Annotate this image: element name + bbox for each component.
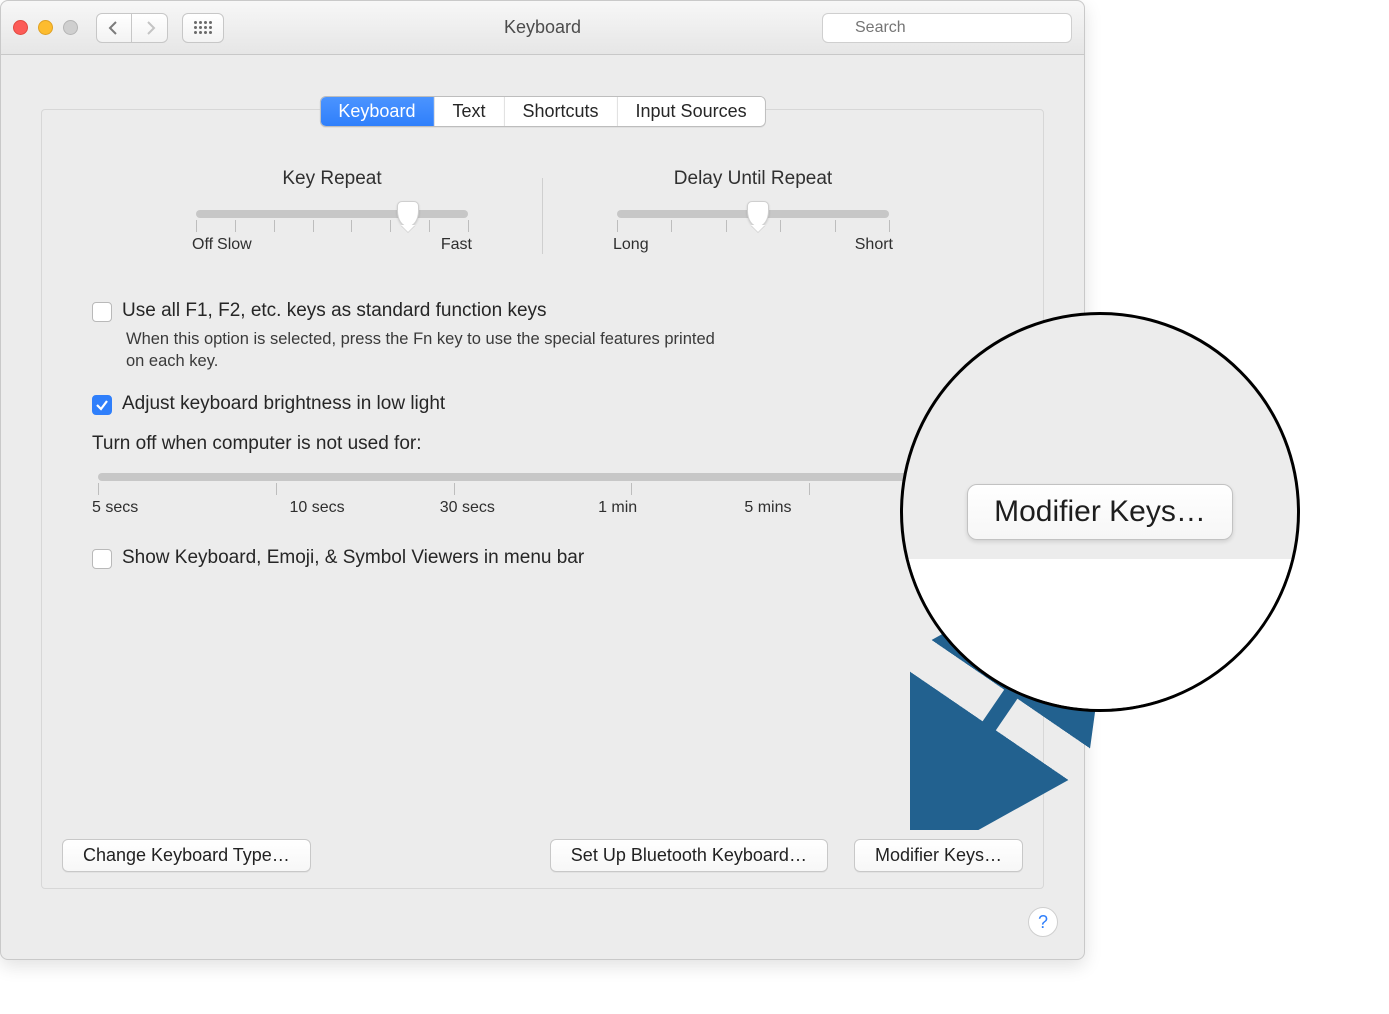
sliders-row: Key Repeat Of — [68, 168, 1017, 254]
delay-labels: Long Short — [613, 236, 893, 254]
bottom-buttons: Change Keyboard Type… Set Up Bluetooth K… — [42, 839, 1043, 872]
show-viewers-row: Show Keyboard, Emoji, & Symbol Viewers i… — [92, 547, 993, 569]
delay-title: Delay Until Repeat — [613, 168, 893, 190]
idle-label-1: 10 secs — [242, 499, 392, 517]
modifier-keys-button[interactable]: Modifier Keys… — [854, 839, 1023, 872]
chevron-left-icon — [108, 21, 120, 35]
callout-modifier-button: Modifier Keys… — [967, 484, 1233, 540]
nav-back-button[interactable] — [96, 13, 132, 43]
fn-keys-checkbox[interactable] — [92, 302, 112, 322]
key-repeat-fast-label: Fast — [441, 236, 472, 254]
delay-block: Delay Until Repeat Long Short — [613, 168, 893, 254]
delay-long-label: Long — [613, 236, 649, 254]
help-button[interactable]: ? — [1028, 907, 1058, 937]
callout-inner: Modifier Keys… — [903, 315, 1297, 709]
callout-circle: Modifier Keys… — [900, 312, 1300, 712]
idle-ticks — [98, 473, 987, 481]
key-repeat-off-label: Off — [192, 236, 213, 254]
nav-group — [96, 13, 168, 43]
brightness-row: Adjust keyboard brightness in low light — [92, 393, 993, 415]
delay-short-label: Short — [855, 236, 893, 254]
options-section: Use all F1, F2, etc. keys as standard fu… — [68, 300, 1017, 569]
zoom-button[interactable] — [63, 20, 78, 35]
tab-shortcuts[interactable]: Shortcuts — [504, 97, 617, 126]
show-viewers-checkbox[interactable] — [92, 549, 112, 569]
idle-slider[interactable] — [98, 473, 987, 481]
idle-title: Turn off when computer is not used for: — [92, 433, 993, 455]
search-input[interactable] — [822, 13, 1072, 43]
tab-text[interactable]: Text — [434, 97, 504, 126]
key-repeat-slider[interactable] — [196, 210, 468, 218]
idle-slider-wrap: 5 secs 10 secs 30 secs 1 min 5 mins Neve… — [92, 473, 993, 517]
traffic-lights — [13, 20, 78, 35]
key-repeat-thumb[interactable] — [397, 201, 419, 227]
grid-icon — [194, 21, 212, 34]
key-repeat-block: Key Repeat Of — [192, 168, 472, 254]
key-repeat-slow-label: Slow — [217, 236, 252, 254]
setup-bluetooth-button[interactable]: Set Up Bluetooth Keyboard… — [550, 839, 828, 872]
key-repeat-title: Key Repeat — [192, 168, 472, 190]
titlebar: Keyboard — [1, 1, 1084, 55]
idle-labels: 5 secs 10 secs 30 secs 1 min 5 mins Neve… — [92, 499, 993, 517]
idle-label-2: 30 secs — [393, 499, 543, 517]
key-repeat-ticks — [196, 210, 468, 218]
brightness-checkbox[interactable] — [92, 395, 112, 415]
show-all-button[interactable] — [182, 13, 224, 43]
idle-label-4: 5 mins — [693, 499, 843, 517]
fn-keys-label: Use all F1, F2, etc. keys as standard fu… — [122, 300, 547, 322]
minimize-button[interactable] — [38, 20, 53, 35]
nav-forward-button[interactable] — [132, 13, 168, 43]
idle-label-0: 5 secs — [92, 499, 242, 517]
help-icon: ? — [1038, 912, 1048, 933]
check-icon — [95, 398, 109, 412]
fn-keys-row: Use all F1, F2, etc. keys as standard fu… — [92, 300, 993, 322]
chevron-right-icon — [144, 21, 156, 35]
close-button[interactable] — [13, 20, 28, 35]
tab-input-sources[interactable]: Input Sources — [618, 97, 765, 126]
fn-keys-sub: When this option is selected, press the … — [126, 328, 726, 373]
tab-bar: Keyboard Text Shortcuts Input Sources — [319, 96, 765, 127]
delay-slider[interactable] — [617, 210, 889, 218]
tab-keyboard[interactable]: Keyboard — [320, 97, 434, 126]
slider-divider — [542, 178, 543, 254]
brightness-label: Adjust keyboard brightness in low light — [122, 393, 445, 415]
delay-thumb[interactable] — [747, 201, 769, 227]
show-viewers-label: Show Keyboard, Emoji, & Symbol Viewers i… — [122, 547, 584, 569]
key-repeat-labels: Off Slow Fast — [192, 236, 472, 254]
idle-label-3: 1 min — [543, 499, 693, 517]
search-container — [822, 13, 1072, 43]
change-keyboard-type-button[interactable]: Change Keyboard Type… — [62, 839, 311, 872]
content-pane: Keyboard Text Shortcuts Input Sources Ke… — [41, 109, 1044, 889]
